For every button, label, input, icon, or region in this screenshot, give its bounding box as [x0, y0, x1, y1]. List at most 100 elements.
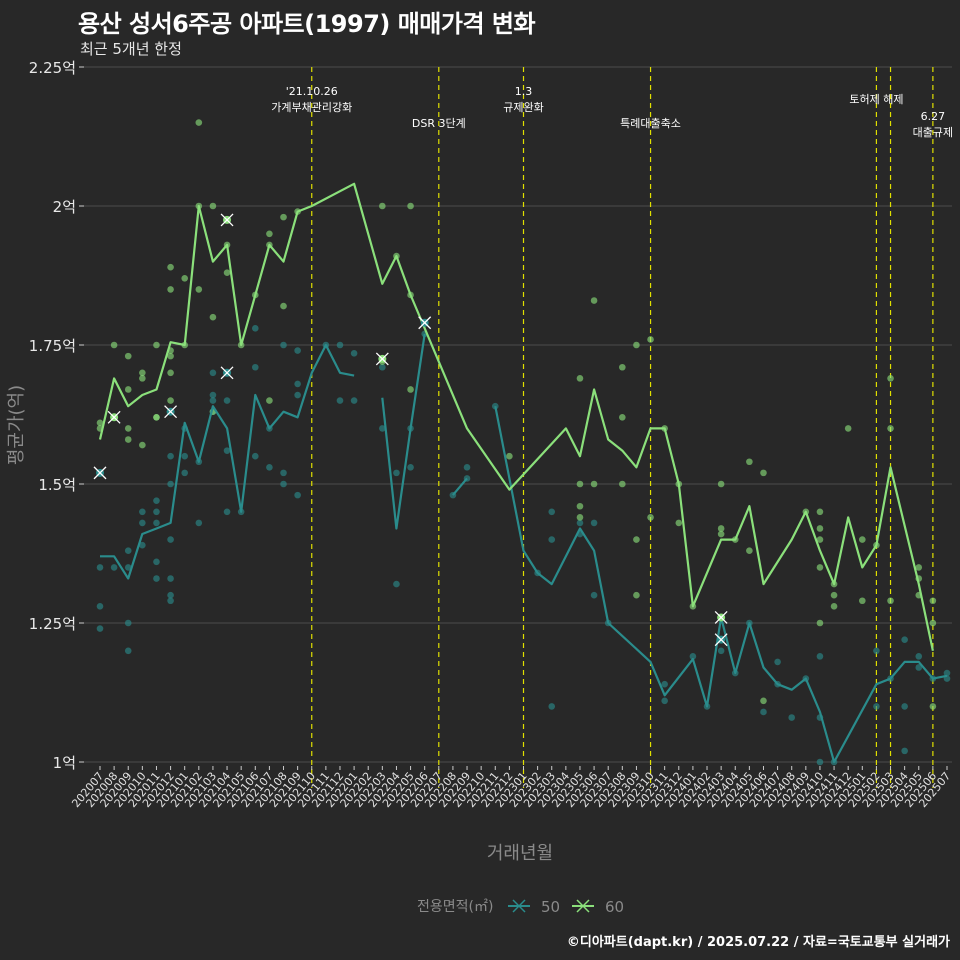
data-point-60	[647, 514, 654, 521]
data-point-50	[96, 564, 104, 571]
series-line-60	[98, 182, 934, 652]
data-point-50	[110, 564, 118, 571]
series-line-50	[100, 343, 355, 580]
legend-item-50: 50	[508, 898, 560, 916]
data-point-60	[153, 413, 160, 421]
data-point-50	[181, 469, 188, 477]
source-caption: ©디아파트(dapt.kr) / 2025.07.22 / 자료=국토교통부 실…	[566, 935, 950, 950]
data-point-50	[463, 464, 471, 471]
data-point-50	[139, 519, 146, 527]
axis-layer: 1억1.25억1.5억1.75억2억2.25억20200720200820200…	[29, 59, 954, 810]
data-point-50	[393, 469, 400, 477]
event-label: '21.10.26 가계부채관리강화	[271, 85, 352, 114]
data-point-50	[901, 747, 908, 755]
data-point-50	[124, 619, 132, 627]
marker-stroke	[714, 610, 728, 624]
data-point-50	[689, 653, 697, 660]
data-point-50	[661, 680, 668, 688]
data-point-50	[915, 653, 923, 660]
data-point-60	[619, 480, 626, 488]
legend-label: 50	[541, 898, 560, 916]
data-point-50	[294, 347, 301, 354]
data-point-50	[590, 519, 598, 527]
data-point-60	[647, 336, 654, 343]
data-point-50	[816, 653, 824, 660]
data-point-60	[929, 619, 937, 627]
data-point-60	[266, 230, 273, 238]
data-point-60	[209, 313, 217, 321]
data-point-50	[393, 580, 400, 588]
data-point-60	[717, 480, 725, 488]
data-point-60	[859, 536, 866, 543]
data-point-50	[915, 664, 923, 671]
line-layer	[98, 182, 948, 764]
max-marker-60	[107, 410, 121, 424]
marker-stroke	[93, 466, 107, 480]
data-point-60	[167, 397, 174, 404]
data-point-60	[153, 341, 160, 349]
y-axis-label: 평균가(억)	[6, 385, 27, 465]
max-marker-50	[164, 405, 178, 419]
legend-title: 전용면적(㎡)	[417, 899, 493, 915]
data-point-50	[336, 341, 344, 349]
data-point-50	[943, 669, 951, 677]
data-point-50	[491, 402, 499, 410]
data-point-50	[590, 591, 598, 599]
data-point-60	[506, 452, 513, 460]
data-point-60	[830, 591, 838, 599]
data-point-60	[209, 202, 217, 210]
data-point-50	[407, 464, 414, 471]
data-point-50	[167, 452, 174, 460]
data-point-60	[816, 525, 824, 532]
data-point-50	[816, 758, 824, 766]
marker-stroke	[220, 213, 234, 227]
data-point-50	[548, 536, 556, 543]
chart-subtitle: 최근 5개년 한정	[80, 40, 182, 58]
data-point-50	[788, 714, 796, 721]
data-point-60	[96, 419, 104, 427]
marker-stroke	[375, 352, 389, 366]
data-point-50	[901, 636, 908, 643]
x-axis-label: 거래년월	[487, 843, 553, 864]
marker-stroke	[107, 410, 121, 424]
grid-layer	[84, 66, 952, 763]
data-point-60	[407, 386, 414, 393]
event-label: DSR 3단계	[412, 117, 466, 130]
data-point-60	[167, 286, 174, 293]
marker-stroke	[714, 633, 728, 647]
series-line-50	[381, 333, 426, 530]
data-point-60	[195, 119, 203, 126]
data-point-50	[251, 452, 259, 460]
data-point-60	[887, 597, 894, 605]
data-point-60	[167, 369, 174, 377]
data-point-60	[816, 508, 824, 516]
data-point-60	[576, 375, 584, 382]
event-label: 특례대출축소	[620, 117, 681, 130]
data-point-50	[379, 425, 386, 432]
data-point-50	[209, 397, 217, 404]
data-point-60	[181, 274, 188, 282]
data-point-60	[887, 375, 894, 382]
data-point-60	[760, 469, 767, 477]
data-point-60	[576, 514, 584, 521]
marker-layer	[93, 213, 728, 647]
data-point-50	[96, 625, 104, 632]
data-point-50	[280, 341, 287, 349]
data-point-50	[760, 708, 767, 716]
data-point-50	[350, 350, 358, 357]
data-point-60	[717, 530, 725, 538]
data-point-50	[209, 391, 217, 399]
data-point-50	[661, 697, 668, 705]
max-marker-50	[93, 466, 107, 480]
max-marker-50	[714, 633, 728, 647]
y-tick-label: 2억	[53, 198, 76, 216]
data-point-60	[929, 703, 937, 710]
data-point-50	[153, 508, 160, 516]
data-point-50	[139, 508, 146, 516]
marker-stroke	[220, 366, 234, 380]
data-point-50	[124, 564, 132, 571]
data-point-50	[251, 363, 259, 371]
data-point-60	[280, 213, 287, 221]
data-point-60	[576, 480, 584, 488]
